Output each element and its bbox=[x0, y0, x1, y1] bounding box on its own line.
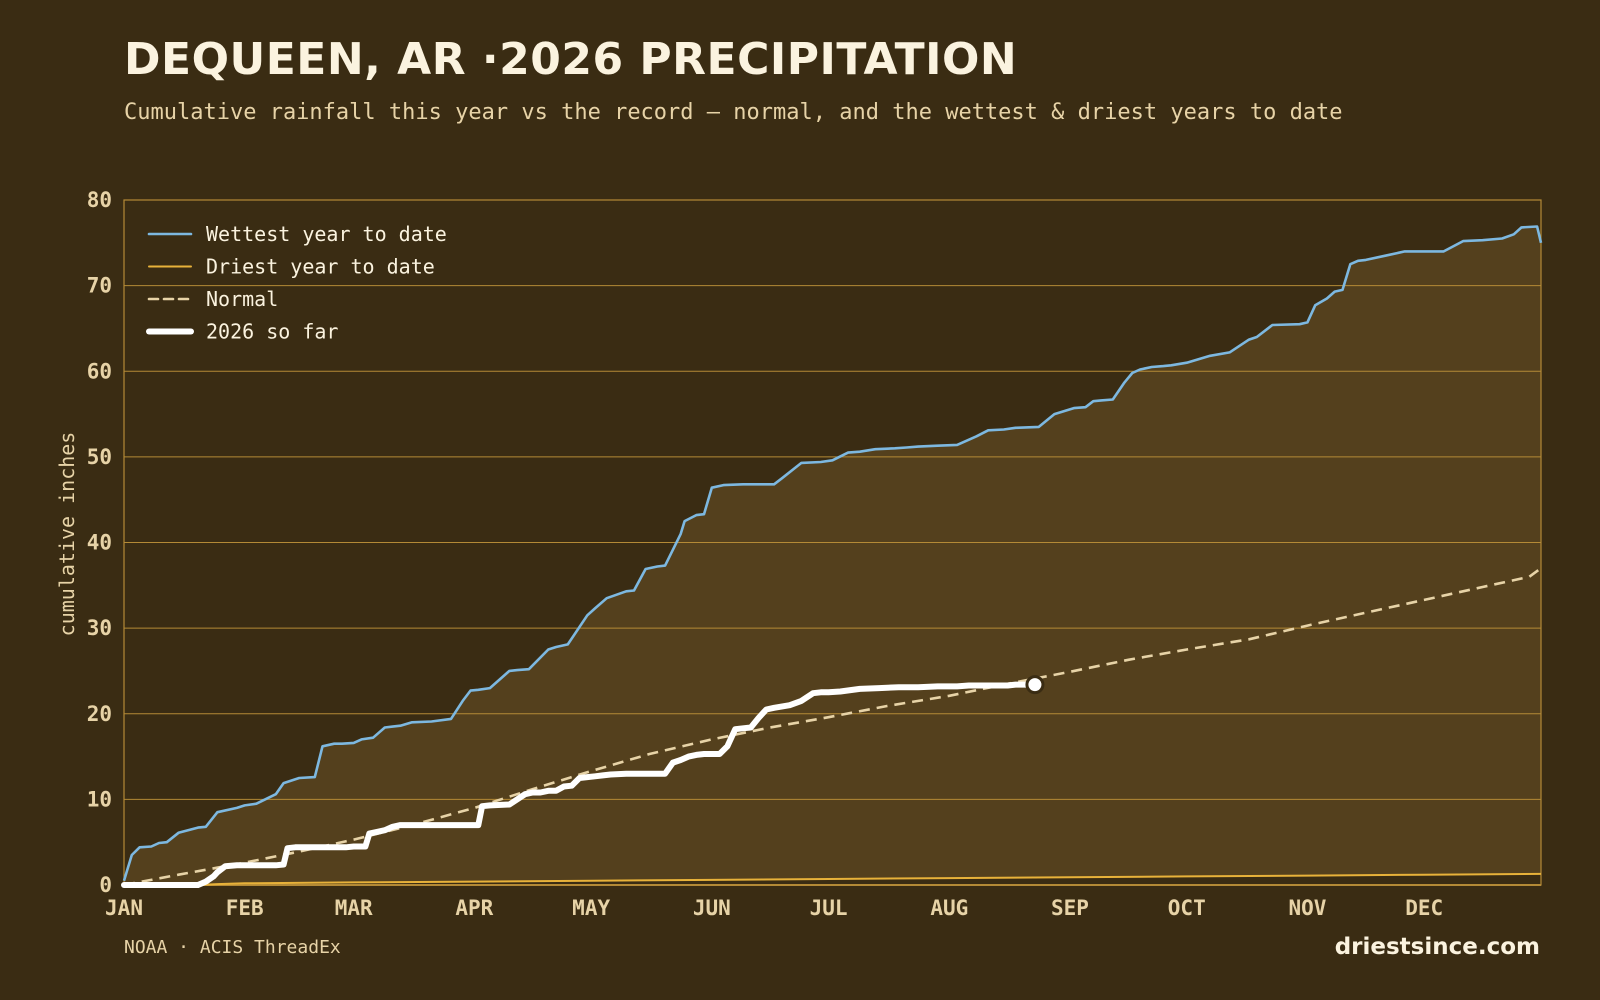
current-year-series-line bbox=[121, 681, 1038, 888]
x-tick-label-sep: SEP bbox=[1051, 896, 1089, 920]
y-tick-label: 10 bbox=[87, 787, 112, 811]
y-tick-label: 0 bbox=[99, 873, 112, 897]
page-title: DEQUEEN, AR ·2026 PRECIPITATION bbox=[124, 34, 1018, 85]
x-tick-label-jun: JUN bbox=[693, 896, 731, 920]
y-tick-label: 50 bbox=[87, 445, 112, 469]
x-tick-label-dec: DEC bbox=[1405, 896, 1443, 920]
y-tick-label: 20 bbox=[87, 702, 112, 726]
x-tick-label-jul: JUL bbox=[810, 896, 848, 920]
x-tick-label-may: MAY bbox=[572, 896, 610, 920]
wettest-series-line bbox=[122, 225, 1543, 882]
y-tick-label: 40 bbox=[87, 531, 112, 555]
normal-series-line bbox=[123, 567, 1542, 887]
x-tick-label-aug: AUG bbox=[930, 896, 968, 920]
x-tick-label-nov: NOV bbox=[1288, 896, 1326, 920]
current-year-endpoint-marker bbox=[1025, 675, 1045, 695]
record-range-band bbox=[124, 226, 1541, 885]
legend-label: 2026 so far bbox=[206, 320, 338, 344]
y-tick-label: 80 bbox=[87, 188, 112, 212]
legend-label: Normal bbox=[206, 287, 278, 311]
x-tick-label-oct: OCT bbox=[1168, 896, 1206, 920]
y-tick-label: 60 bbox=[87, 359, 112, 383]
y-tick-label: 70 bbox=[87, 274, 112, 298]
x-tick-label-jan: JAN bbox=[105, 896, 143, 920]
page-subtitle: Cumulative rainfall this year vs the rec… bbox=[124, 100, 1343, 125]
plot-frame bbox=[123, 199, 1542, 886]
y-tick-label: 30 bbox=[87, 616, 112, 640]
y-axis-label: cumulative inches bbox=[55, 432, 79, 637]
x-tick-label-apr: APR bbox=[455, 896, 493, 920]
driest-series-line bbox=[124, 872, 1542, 886]
x-tick-label-mar: MAR bbox=[335, 896, 373, 920]
legend-label: Wettest year to date bbox=[206, 222, 447, 246]
source-credit: NOAA · ACIS ThreadEx bbox=[124, 937, 341, 958]
brand-link[interactable]: driestsince.com bbox=[1334, 934, 1540, 960]
x-tick-label-feb: FEB bbox=[226, 896, 264, 920]
legend-label: Driest year to date bbox=[206, 255, 435, 279]
